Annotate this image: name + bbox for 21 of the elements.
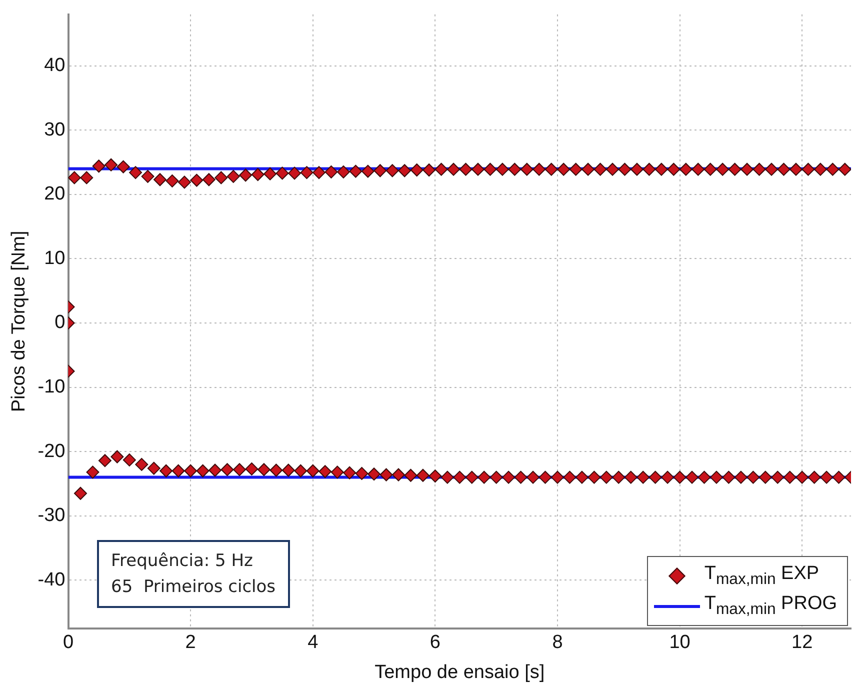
x-tick-label: 2 <box>185 632 196 654</box>
y-tick-label: -30 <box>38 505 66 526</box>
legend-label: T$_{max,min}$ PROG <box>704 593 837 619</box>
x-tick-label: 8 <box>552 632 563 654</box>
y-tick-label: 40 <box>44 55 66 76</box>
x-tick-label: 10 <box>669 632 690 654</box>
x-axis-title: Tempo de ensaio [s] <box>374 662 545 683</box>
y-axis-title: Picos de Torque [Nm] <box>8 230 30 412</box>
y-tick-label: 10 <box>44 248 66 269</box>
legend-label: T$_{max,min}$ EXP <box>704 563 820 589</box>
y-tick-label: -20 <box>38 440 66 462</box>
y-tick-label: -40 <box>38 569 66 590</box>
annotation: Frequência: 5 Hz <box>111 550 254 573</box>
y-tick-label: 30 <box>44 119 66 140</box>
x-tick-label: 12 <box>792 632 813 654</box>
y-tick-label: -10 <box>38 376 66 398</box>
annotation: 65 Primeiros ciclos <box>111 576 276 599</box>
x-tick-label: 6 <box>430 632 440 654</box>
y-tick-label: 20 <box>44 184 66 205</box>
x-tick-label: 4 <box>308 632 319 654</box>
y-tick-label: 0 <box>54 312 66 334</box>
